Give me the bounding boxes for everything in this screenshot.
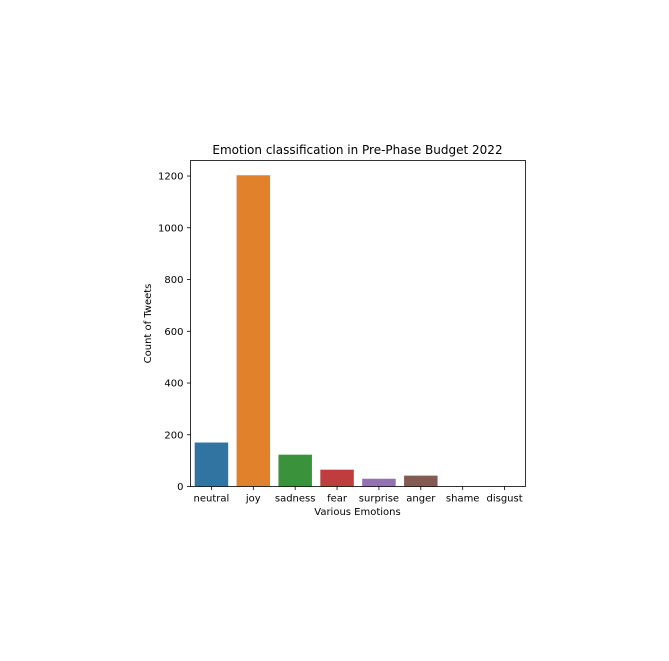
- y-tick-label: 1200: [158, 172, 183, 183]
- y-tick-label: 0: [177, 482, 183, 493]
- x-tick-label: joy: [245, 494, 261, 505]
- y-tick-label: 600: [164, 327, 183, 338]
- bar-joy: [236, 175, 271, 487]
- bars-layer: [194, 175, 438, 487]
- y-tick-label: 200: [164, 430, 183, 441]
- x-tick-label: surprise: [359, 494, 399, 505]
- x-tick-label: fear: [327, 494, 348, 505]
- plot-frame: [190, 160, 526, 487]
- y-axis-ticks: 0 200 400 600 800 1000 1200: [158, 172, 191, 493]
- bar-sadness: [278, 454, 312, 487]
- x-axis-label: Various Emotions: [314, 507, 400, 518]
- y-axis-label: Count of Tweets: [143, 284, 154, 364]
- bar-fear: [320, 469, 354, 487]
- x-axis-ticks: neutral joy sadness fear surprise anger shame d…: [194, 486, 523, 505]
- y-tick-label: 800: [164, 275, 183, 286]
- chart-title: Emotion classification in Pre-Phase Budg…: [212, 143, 502, 157]
- x-tick-label: shame: [446, 494, 480, 505]
- x-tick-label: anger: [406, 494, 436, 505]
- y-tick-label: 1000: [158, 223, 183, 234]
- x-tick-label: neutral: [194, 494, 230, 505]
- x-tick-label: sadness: [275, 494, 316, 505]
- bar-neutral: [194, 442, 229, 487]
- x-tick-label: disgust: [486, 494, 522, 505]
- y-tick-label: 400: [164, 379, 183, 390]
- bar-surprise: [362, 478, 396, 487]
- bar-anger: [404, 475, 438, 487]
